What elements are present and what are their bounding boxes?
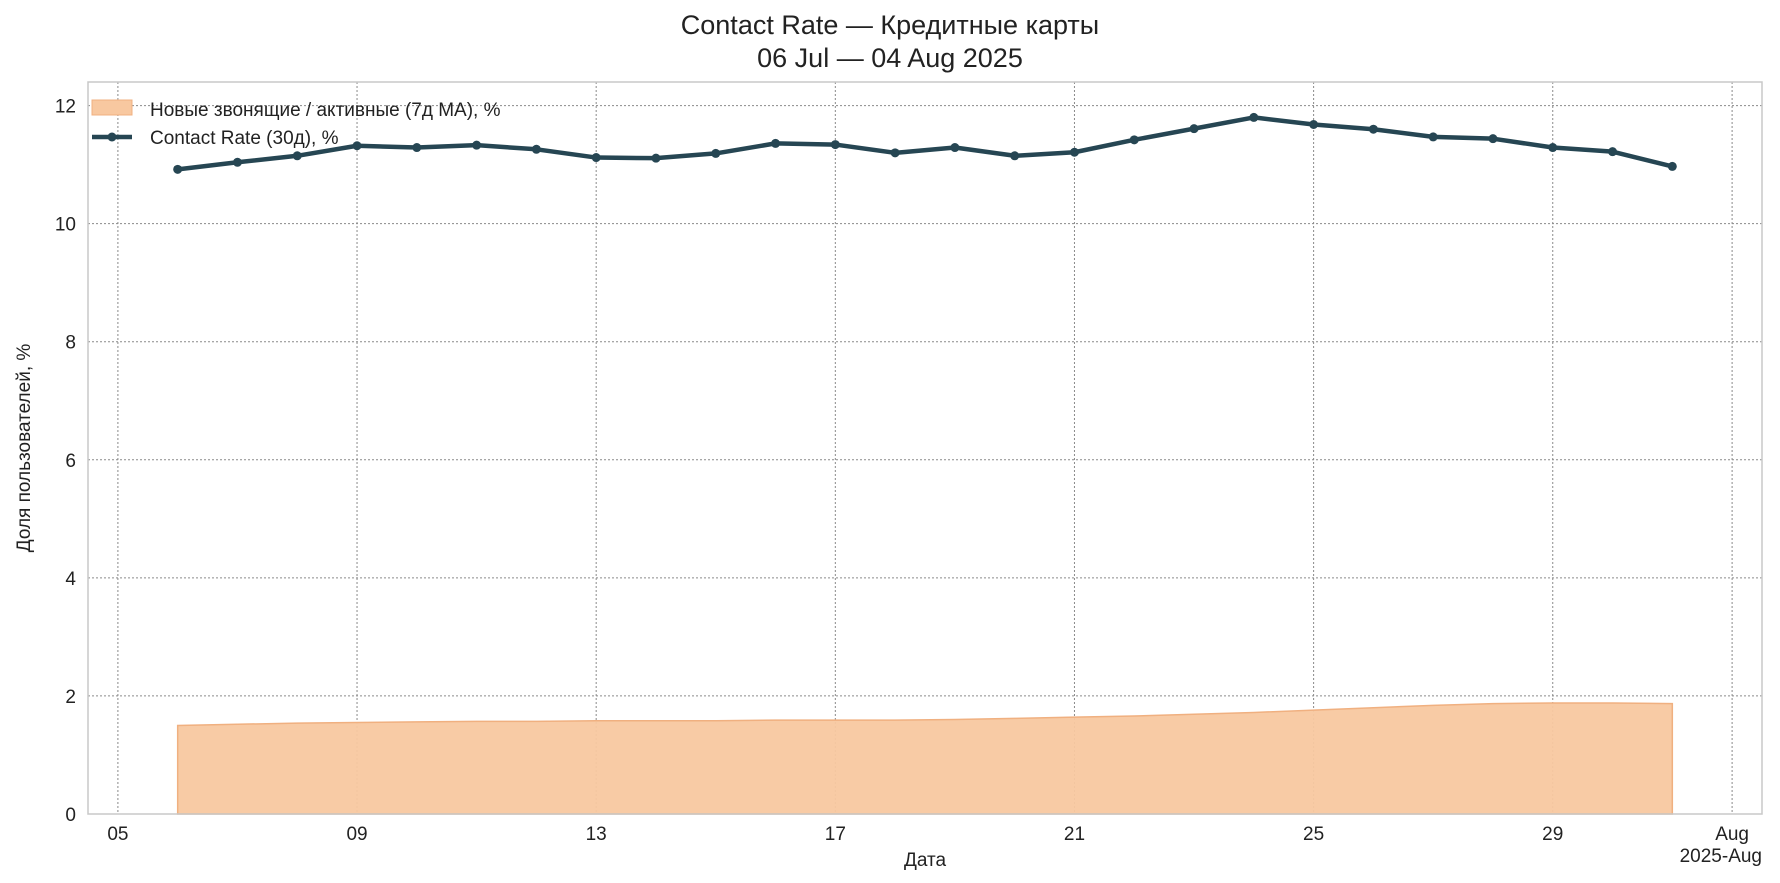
data-point xyxy=(950,143,960,153)
data-point xyxy=(472,140,482,150)
y-axis-label: Доля пользователей, % xyxy=(14,344,35,553)
data-point xyxy=(771,138,781,148)
y-tick-label: 4 xyxy=(65,569,76,590)
data-point xyxy=(711,148,721,158)
y-tick-label: 12 xyxy=(55,97,76,118)
data-point xyxy=(1548,143,1558,153)
x-tick-label: 29 xyxy=(1542,824,1563,845)
x-tick-label: 25 xyxy=(1303,824,1324,845)
data-point xyxy=(352,141,362,151)
x-tick-label: 05 xyxy=(107,824,128,845)
legend-swatch-area xyxy=(91,99,133,116)
x-axis-label: Дата xyxy=(904,850,947,871)
data-point xyxy=(890,148,900,158)
data-point xyxy=(830,140,840,150)
legend: Новые звонящие / активные (7д MA), % Con… xyxy=(91,99,501,149)
chart-title: Contact Rate — Кредитные карты xyxy=(680,10,1100,40)
x-tick-label: 09 xyxy=(346,824,367,845)
data-point xyxy=(173,164,183,174)
y-tick-label: 10 xyxy=(55,215,76,236)
y-tick-label: 2 xyxy=(65,687,76,708)
x-tick-label: 17 xyxy=(825,824,846,845)
data-point xyxy=(232,157,242,167)
legend-entry-line: Contact Rate (30д), % xyxy=(150,128,339,149)
chart-subtitle: 06 Jul — 04 Aug 2025 xyxy=(757,43,1023,73)
line-series xyxy=(173,112,1677,174)
data-point xyxy=(651,153,661,163)
data-point xyxy=(1010,151,1020,161)
data-point xyxy=(292,151,302,161)
y-tick-label: 8 xyxy=(65,333,76,354)
data-point xyxy=(531,144,541,154)
y-tick-label: 0 xyxy=(65,805,76,826)
data-point xyxy=(1368,124,1378,134)
data-point xyxy=(1608,147,1618,157)
data-point xyxy=(1069,147,1079,157)
legend-entry-area: Новые звонящие / активные (7д MA), % xyxy=(150,100,501,121)
plot-frame xyxy=(87,81,1763,815)
legend-swatch-marker xyxy=(107,132,117,142)
data-point xyxy=(1189,124,1199,134)
data-point xyxy=(412,143,422,153)
x-axis-offset-label: 2025-Aug xyxy=(1680,846,1762,867)
data-point xyxy=(1488,134,1498,144)
grid xyxy=(88,82,1762,815)
series-line-contact-rate xyxy=(175,115,1675,172)
x-axis-ticks: 05 09 13 17 21 25 29 Aug xyxy=(107,824,1749,845)
x-tick-label: 13 xyxy=(586,824,607,845)
y-axis-ticks: 0 2 4 6 8 10 12 xyxy=(55,97,77,826)
x-tick-label: 21 xyxy=(1064,824,1085,845)
area-fill xyxy=(176,702,1674,815)
x-tick-label: Aug xyxy=(1715,824,1749,845)
data-point xyxy=(1667,161,1677,171)
y-tick-label: 6 xyxy=(65,451,76,472)
area-series xyxy=(176,702,1674,815)
data-point xyxy=(1249,112,1259,122)
data-point xyxy=(591,153,601,163)
data-point xyxy=(1428,132,1438,142)
data-point xyxy=(1129,135,1139,145)
data-point xyxy=(1309,120,1319,130)
